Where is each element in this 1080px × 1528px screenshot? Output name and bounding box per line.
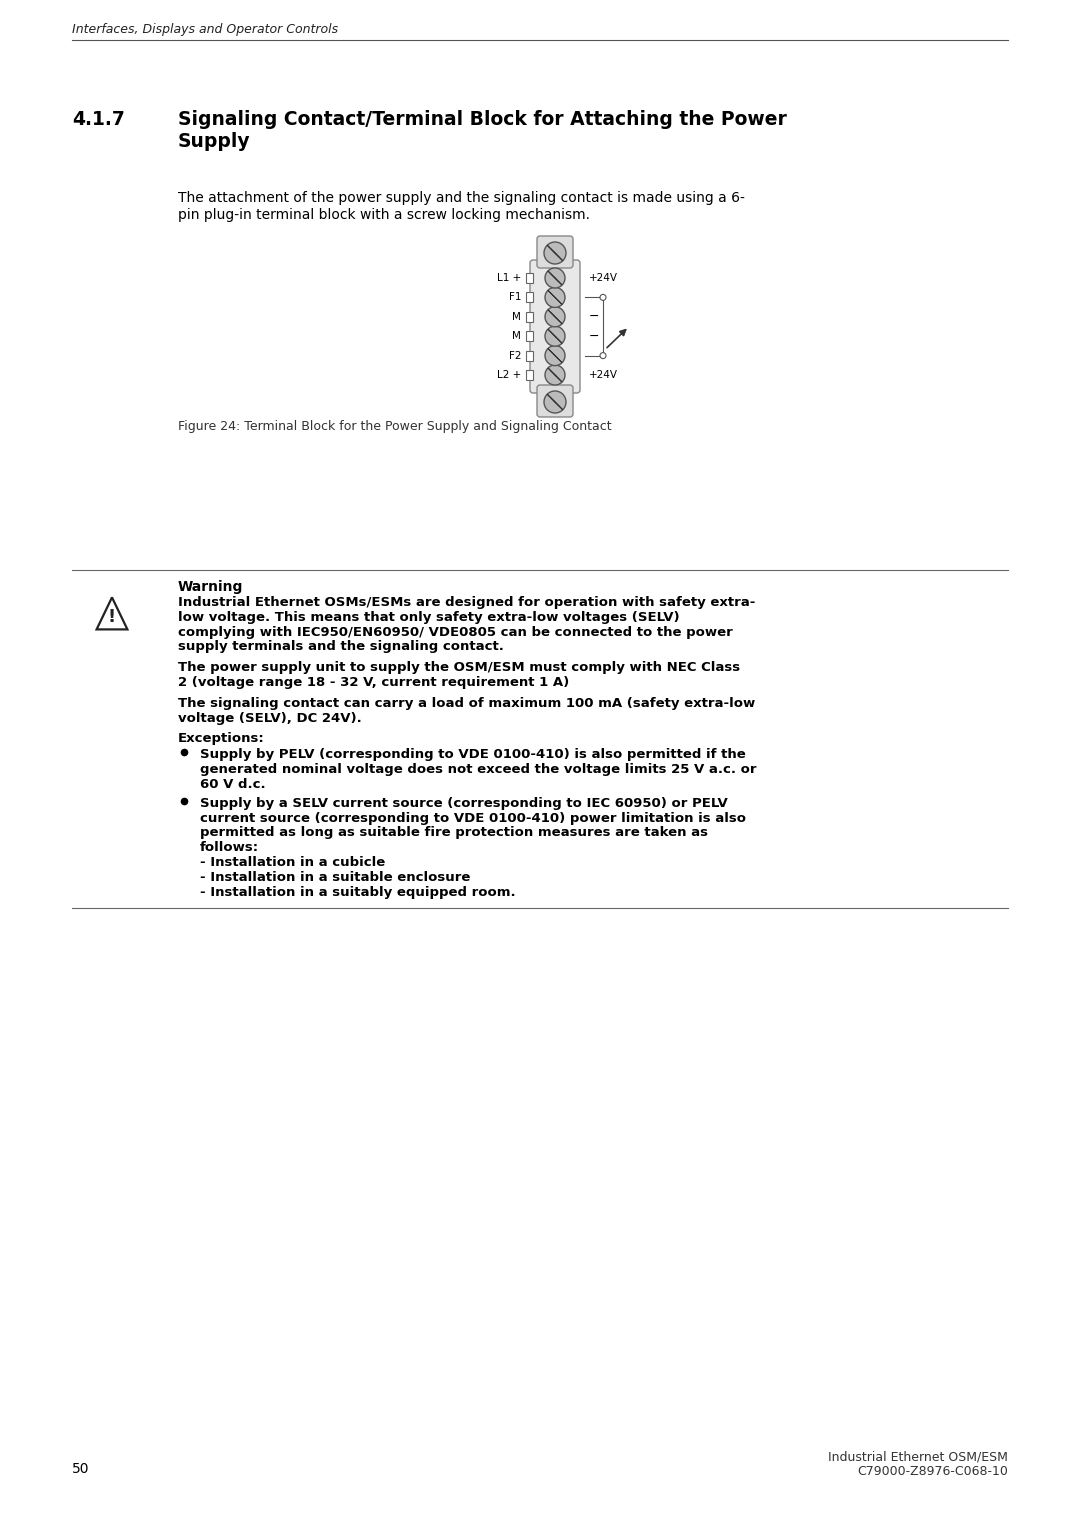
Polygon shape — [96, 597, 127, 630]
Bar — [526, 332, 534, 341]
FancyBboxPatch shape — [537, 385, 573, 417]
Text: - Installation in a suitably equipped room.: - Installation in a suitably equipped ro… — [200, 886, 515, 898]
Text: supply terminals and the signaling contact.: supply terminals and the signaling conta… — [178, 640, 504, 654]
Text: Exceptions:: Exceptions: — [178, 732, 265, 746]
Text: voltage (SELV), DC 24V).: voltage (SELV), DC 24V). — [178, 712, 362, 724]
Text: The attachment of the power supply and the signaling contact is made using a 6-: The attachment of the power supply and t… — [178, 191, 745, 205]
Text: 50: 50 — [72, 1462, 90, 1476]
Text: Signaling Contact/Terminal Block for Attaching the Power: Signaling Contact/Terminal Block for Att… — [178, 110, 787, 128]
Text: C79000-Z8976-C068-10: C79000-Z8976-C068-10 — [858, 1465, 1008, 1478]
Text: low voltage. This means that only safety extra-low voltages (SELV): low voltage. This means that only safety… — [178, 611, 679, 623]
FancyBboxPatch shape — [537, 235, 573, 267]
Text: permitted as long as suitable fire protection measures are taken as: permitted as long as suitable fire prote… — [200, 827, 708, 839]
Text: Industrial Ethernet OSM/ESM: Industrial Ethernet OSM/ESM — [828, 1450, 1008, 1462]
Circle shape — [545, 365, 565, 385]
Bar — [526, 312, 534, 322]
Circle shape — [545, 267, 565, 287]
Text: generated nominal voltage does not exceed the voltage limits 25 V a.c. or: generated nominal voltage does not excee… — [200, 762, 756, 776]
Text: Industrial Ethernet OSMs/ESMs are designed for operation with safety extra-: Industrial Ethernet OSMs/ESMs are design… — [178, 596, 755, 610]
Text: −: − — [589, 330, 599, 342]
Text: +24V: +24V — [589, 274, 618, 283]
Text: The power supply unit to supply the OSM/ESM must comply with NEC Class: The power supply unit to supply the OSM/… — [178, 662, 740, 674]
Circle shape — [545, 325, 565, 347]
Text: M: M — [512, 332, 521, 341]
Text: F2: F2 — [509, 350, 521, 361]
Text: L2 +: L2 + — [497, 370, 521, 380]
Circle shape — [600, 353, 606, 359]
Text: 4.1.7: 4.1.7 — [72, 110, 125, 128]
Circle shape — [600, 295, 606, 301]
Text: !: ! — [108, 608, 116, 626]
Circle shape — [544, 391, 566, 413]
Text: Figure 24: Terminal Block for the Power Supply and Signaling Contact: Figure 24: Terminal Block for the Power … — [178, 420, 611, 432]
Bar — [526, 292, 534, 303]
Text: 60 V d.c.: 60 V d.c. — [200, 778, 266, 792]
Text: The signaling contact can carry a load of maximum 100 mA (safety extra-low: The signaling contact can carry a load o… — [178, 697, 755, 711]
Text: pin plug-in terminal block with a screw locking mechanism.: pin plug-in terminal block with a screw … — [178, 208, 590, 222]
Text: Supply by a SELV current source (corresponding to IEC 60950) or PELV: Supply by a SELV current source (corresp… — [200, 796, 728, 810]
Text: - Installation in a cubicle: - Installation in a cubicle — [200, 856, 386, 869]
Circle shape — [545, 345, 565, 365]
FancyBboxPatch shape — [530, 260, 580, 393]
Bar — [526, 370, 534, 380]
Text: current source (corresponding to VDE 0100-410) power limitation is also: current source (corresponding to VDE 010… — [200, 811, 746, 825]
Text: Supply by PELV (corresponding to VDE 0100-410) is also permitted if the: Supply by PELV (corresponding to VDE 010… — [200, 749, 746, 761]
Text: Supply: Supply — [178, 131, 251, 151]
Text: Warning: Warning — [178, 581, 243, 594]
Text: follows:: follows: — [200, 842, 259, 854]
Circle shape — [545, 307, 565, 327]
Text: M: M — [512, 312, 521, 322]
Circle shape — [545, 287, 565, 307]
Text: - Installation in a suitable enclosure: - Installation in a suitable enclosure — [200, 871, 471, 883]
Text: F1: F1 — [509, 292, 521, 303]
Text: Interfaces, Displays and Operator Controls: Interfaces, Displays and Operator Contro… — [72, 23, 338, 37]
Text: −: − — [589, 310, 599, 324]
Bar — [526, 350, 534, 361]
Text: +24V: +24V — [589, 370, 618, 380]
Text: L1 +: L1 + — [497, 274, 521, 283]
Text: 2 (voltage range 18 - 32 V, current requirement 1 A): 2 (voltage range 18 - 32 V, current requ… — [178, 675, 569, 689]
Bar — [526, 274, 534, 283]
Text: complying with IEC950/EN60950/ VDE0805 can be connected to the power: complying with IEC950/EN60950/ VDE0805 c… — [178, 625, 732, 639]
Circle shape — [544, 241, 566, 264]
